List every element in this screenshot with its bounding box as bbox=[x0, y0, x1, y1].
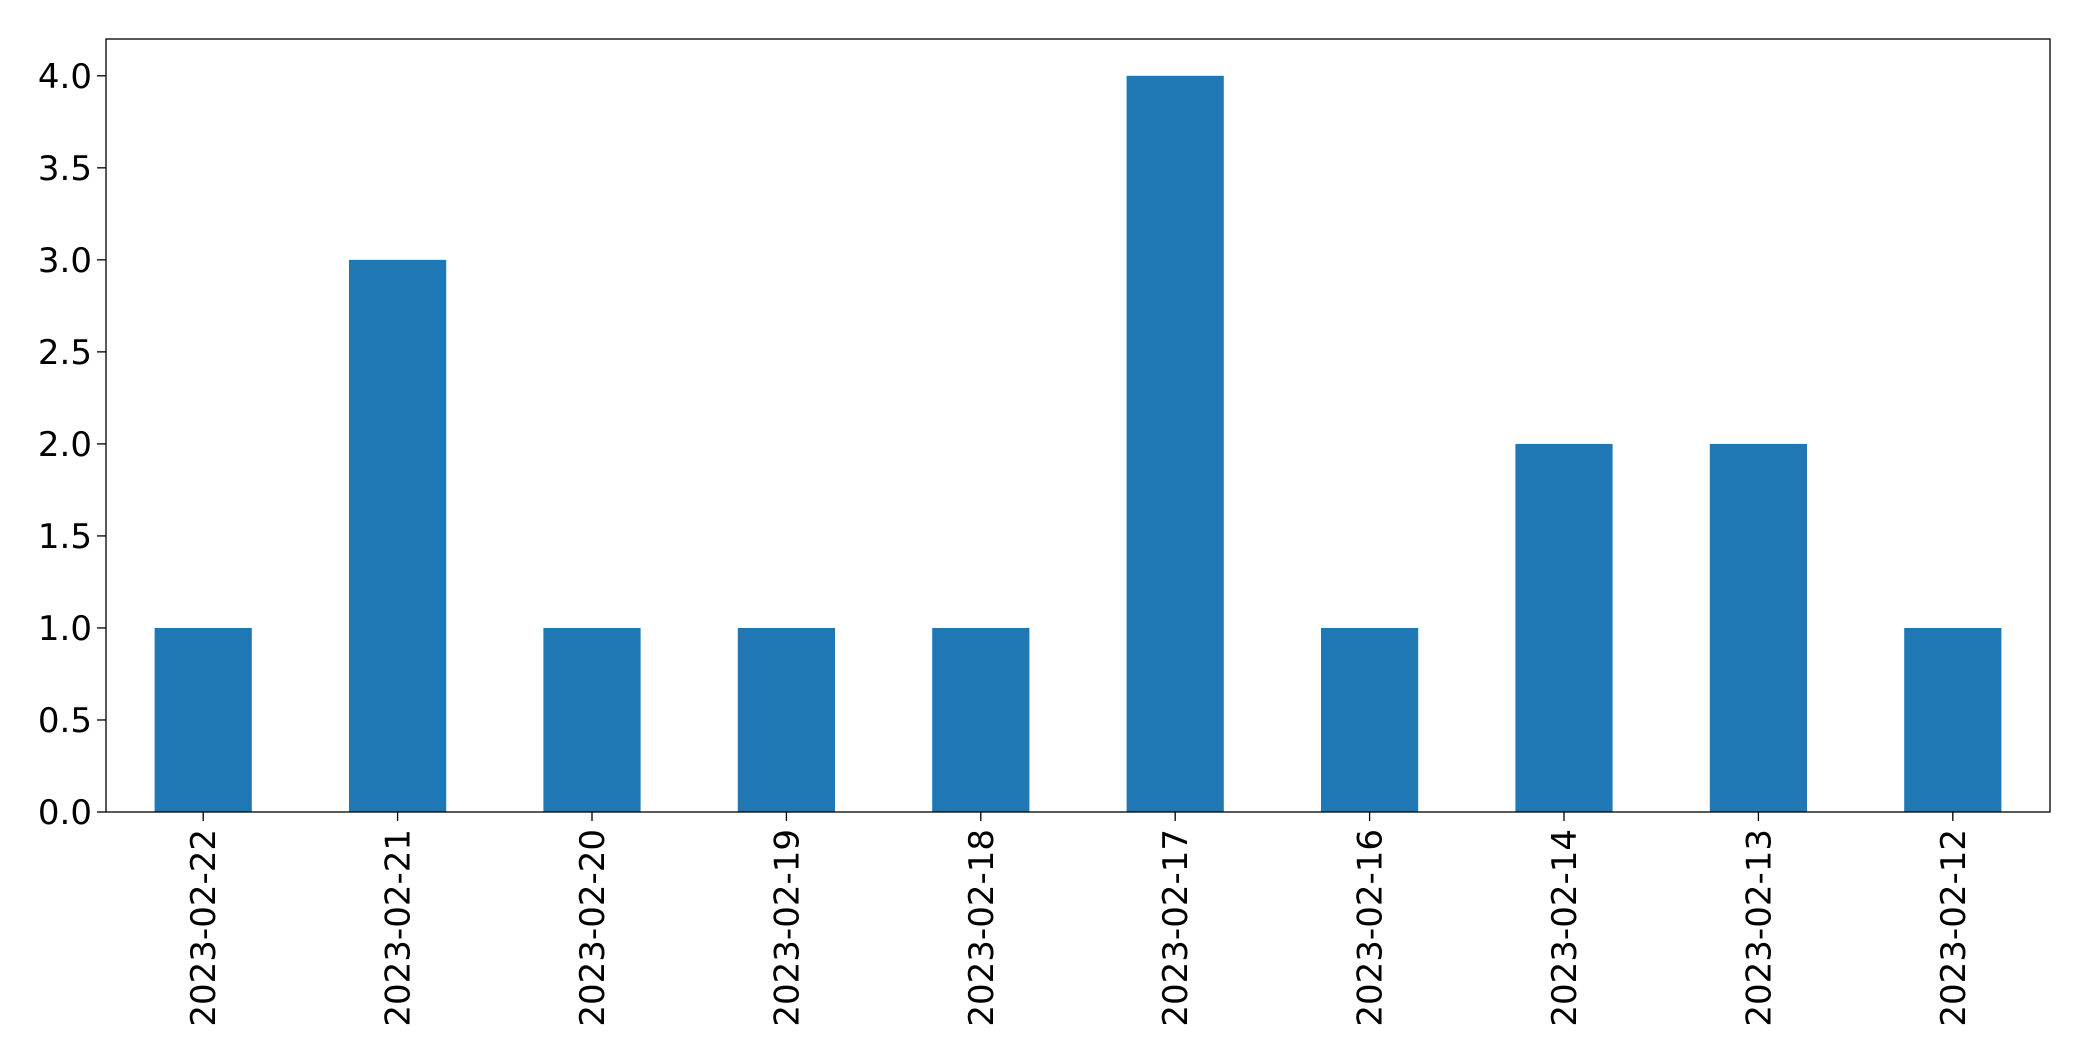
y-tick-label: 2.0 bbox=[38, 425, 92, 465]
y-tick-label: 0.5 bbox=[38, 701, 92, 741]
bar-2023-02-12 bbox=[1904, 627, 2002, 812]
bars-group bbox=[154, 75, 2002, 813]
plot-frame bbox=[105, 38, 2051, 813]
x-tick-label: 2023-02-17 bbox=[1156, 829, 1196, 1027]
x-axis: 2023-02-22 2023-02-21 2023-02-20 2023-02-19… bbox=[184, 812, 1974, 1027]
x-tick-label: 2023-02-18 bbox=[962, 829, 1002, 1027]
y-tick-label: 3.5 bbox=[38, 149, 92, 189]
x-tick-label: 2023-02-14 bbox=[1545, 829, 1585, 1027]
x-tick-label: 2023-02-13 bbox=[1739, 829, 1779, 1027]
y-axis: 0.0 0.5 1.0 1.5 2.0 2.5 3.0 3.5 4.0 bbox=[38, 57, 106, 833]
x-tick-label: 2023-02-21 bbox=[379, 829, 419, 1027]
x-tick-label: 2023-02-16 bbox=[1351, 829, 1391, 1027]
x-tick-label: 2023-02-20 bbox=[573, 829, 613, 1027]
y-tick-label: 4.0 bbox=[38, 57, 92, 97]
bar-2023-02-14 bbox=[1515, 443, 1613, 812]
bar-2023-02-19 bbox=[737, 627, 835, 812]
bar-2023-02-18 bbox=[932, 627, 1030, 812]
bar-2023-02-20 bbox=[543, 627, 641, 812]
bar-2023-02-16 bbox=[1321, 627, 1419, 812]
bar-2023-02-22 bbox=[154, 627, 252, 812]
y-tick-label: 2.5 bbox=[38, 333, 92, 373]
x-tick-label: 2023-02-19 bbox=[767, 829, 807, 1027]
y-tick-label: 1.5 bbox=[38, 517, 92, 557]
y-tick-label: 1.0 bbox=[38, 609, 92, 649]
bar-2023-02-17 bbox=[1126, 75, 1224, 813]
bar-2023-02-13 bbox=[1709, 443, 1807, 812]
y-tick-label: 0.0 bbox=[38, 793, 92, 833]
x-tick-label: 2023-02-22 bbox=[184, 829, 224, 1027]
bar-2023-02-21 bbox=[349, 259, 447, 812]
y-tick-label: 3.0 bbox=[38, 241, 92, 281]
x-tick-label: 2023-02-12 bbox=[1934, 829, 1974, 1027]
